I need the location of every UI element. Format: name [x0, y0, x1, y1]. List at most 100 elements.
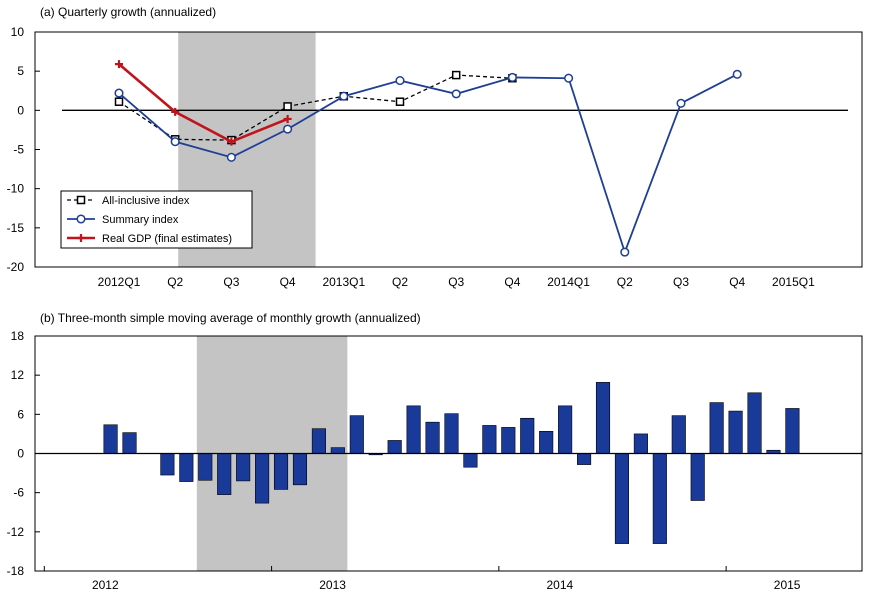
y-tick-label-b: -12 [7, 525, 25, 539]
x-tick-label-a: Q3 [448, 275, 464, 289]
bar-2012-09 [198, 453, 213, 481]
bar-2013-08 [406, 405, 421, 454]
legend-label: Real GDP (final estimates) [102, 233, 232, 245]
legend-a: All-inclusive index Summary index Real GDP… [60, 190, 253, 249]
bar-2013-12 [482, 425, 497, 454]
bar-2012-11 [236, 453, 251, 482]
y-tick-label-b: -6 [13, 486, 24, 500]
bar-2013-11 [463, 453, 478, 468]
x-tick-label-a: 2014Q1 [547, 275, 590, 289]
legend-marker [76, 195, 86, 205]
bar-2014-12 [709, 402, 724, 454]
series-line [118, 73, 738, 255]
bar-2014-11 [690, 453, 705, 501]
data-point [732, 69, 742, 79]
x-tick-label-a: Q2 [617, 275, 633, 289]
x-tick-label-a: 2012Q1 [98, 275, 141, 289]
data-point [283, 124, 293, 134]
panel-b-moving-average: (b) Three-month simple moving average of… [7, 311, 863, 592]
y-tick-label-b: 0 [17, 447, 24, 461]
panel-b-title: (b) Three-month simple moving average of… [40, 311, 421, 325]
bar-2014-05 [577, 453, 592, 465]
bar-2012-08 [179, 453, 194, 482]
bar-2012-05 [122, 432, 137, 454]
data-point [507, 72, 517, 82]
bar-2012-07 [160, 453, 175, 476]
legend-item-0: All-inclusive index [67, 195, 190, 207]
legend-marker [76, 214, 86, 224]
bar-2015-01 [728, 410, 743, 454]
bar-2014-03 [539, 431, 554, 454]
bar-2013-04 [330, 447, 345, 454]
series-line [118, 74, 513, 141]
panel-a-quarterly-growth: (a) Quarterly growth (annualized) 10 5 0 -5… [7, 5, 863, 289]
legend-item-1: Summary index [67, 214, 179, 226]
bar-2015-02 [747, 392, 762, 454]
y-tick-label-a: -5 [13, 143, 24, 157]
bar-2014-06 [595, 382, 611, 454]
panel-a-title: (a) Quarterly growth (annualized) [40, 5, 216, 19]
bar-2013-01 [273, 453, 289, 490]
data-point [339, 91, 349, 101]
bar-2014-10 [671, 415, 686, 454]
x-tick-label-a: 2013Q1 [322, 275, 365, 289]
series-0 [114, 70, 517, 145]
y-tick-label-b: -18 [7, 564, 25, 578]
bar-2014-01 [501, 427, 516, 454]
bar-2012-10 [217, 453, 232, 495]
y-tick-label-a: -10 [7, 182, 25, 196]
data-point [114, 97, 124, 106]
x-year-label: 2012 [92, 578, 119, 592]
x-tick-label-a: Q4 [729, 275, 745, 289]
series-2 [115, 60, 292, 146]
data-point [620, 247, 630, 257]
bar-2012-12 [255, 453, 270, 504]
data-point [283, 102, 292, 111]
bar-2014-09 [652, 453, 667, 544]
y-tick-label-b: 12 [11, 368, 25, 382]
data-point [115, 60, 123, 69]
bar-2015-04 [785, 408, 800, 454]
data-point [564, 73, 574, 83]
data-point [395, 76, 405, 86]
y-tick-label-b: 18 [11, 329, 25, 343]
y-tick-label-a: -15 [7, 221, 25, 235]
data-point [395, 97, 405, 106]
bar-2013-02 [292, 453, 308, 486]
y-tick-label-b: 6 [17, 407, 24, 421]
x-tick-label-a: Q3 [223, 275, 239, 289]
x-tick-label-a: Q3 [673, 275, 689, 289]
data-point [171, 107, 180, 116]
bar-2014-07 [614, 453, 630, 544]
bar-2014-04 [558, 405, 573, 454]
bar-2012-04 [103, 424, 118, 454]
y-tick-label-a: -20 [7, 260, 25, 274]
x-tick-label-a: Q4 [504, 275, 520, 289]
bar-2013-05 [349, 415, 364, 454]
x-tick-label-a: 2015Q1 [772, 275, 815, 289]
bar-2014-02 [520, 417, 535, 454]
data-point [451, 70, 461, 80]
y-tick-label-a: 10 [11, 25, 25, 39]
series-line [118, 63, 289, 144]
bar-2013-09 [425, 421, 440, 454]
bar-2013-03 [311, 428, 326, 454]
x-year-label: 2014 [547, 578, 574, 592]
legend-label: Summary index [102, 214, 179, 226]
x-tick-label-a: Q2 [167, 275, 183, 289]
y-tick-label-a: 5 [17, 64, 24, 78]
bar-2013-07 [387, 440, 402, 454]
x-tick-label-a: Q4 [280, 275, 296, 289]
data-point [676, 98, 686, 108]
bar-2014-08 [633, 433, 648, 454]
bar-2013-10 [444, 413, 459, 454]
x-year-label: 2015 [774, 578, 801, 592]
legend-label: All-inclusive index [102, 195, 190, 207]
y-tick-label-a: 0 [17, 103, 24, 117]
data-point [114, 88, 124, 98]
series-1 [114, 69, 742, 257]
legend-item-2: Real GDP (final estimates) [67, 233, 232, 245]
data-point [226, 152, 236, 162]
